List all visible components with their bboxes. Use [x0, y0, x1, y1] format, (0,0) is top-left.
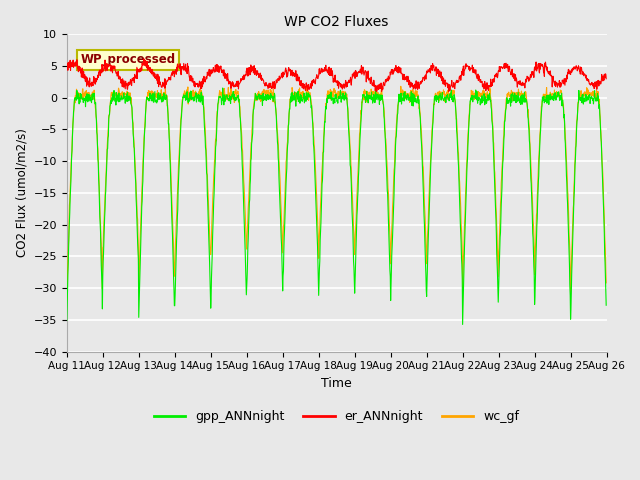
Legend: gpp_ANNnight, er_ANNnight, wc_gf: gpp_ANNnight, er_ANNnight, wc_gf	[149, 405, 524, 428]
X-axis label: Time: Time	[321, 377, 352, 390]
Text: WP_processed: WP_processed	[80, 53, 175, 66]
Y-axis label: CO2 Flux (umol/m2/s): CO2 Flux (umol/m2/s)	[15, 129, 28, 257]
Title: WP CO2 Fluxes: WP CO2 Fluxes	[285, 15, 389, 29]
